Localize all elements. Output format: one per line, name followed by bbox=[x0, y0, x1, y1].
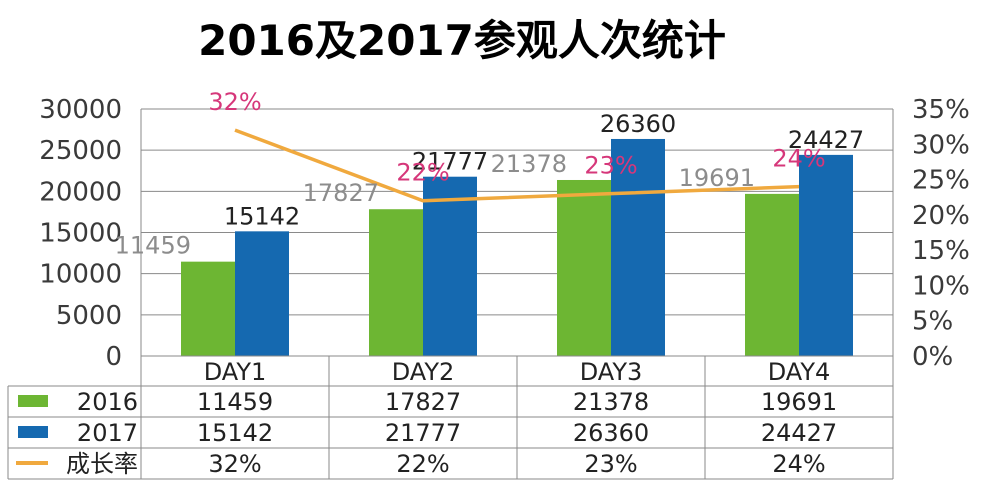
data-label-2017: 21777 bbox=[412, 148, 488, 176]
bar-2017-day4 bbox=[799, 154, 853, 356]
right-tick-label: 15% bbox=[912, 236, 970, 266]
left-tick-label: 30000 bbox=[39, 95, 122, 125]
legend-swatch-2017 bbox=[18, 426, 48, 438]
category-label-day4: DAY4 bbox=[768, 358, 831, 386]
right-tick-label: 35% bbox=[912, 95, 970, 125]
right-tick-label: 10% bbox=[912, 271, 970, 301]
data-table: DAY1 DAY2 DAY3 DAY4 2016 11459 17827 21378 19691… bbox=[7, 355, 894, 480]
right-axis-ticks: 0% 5% 10% 15% 20% 25% 30% 35% bbox=[912, 95, 970, 372]
legend-label-2017: 2017 bbox=[77, 419, 138, 447]
category-label-day2: DAY2 bbox=[392, 358, 455, 386]
bar-2017-day1 bbox=[235, 231, 289, 356]
right-tick-label: 5% bbox=[912, 307, 953, 337]
data-label-growth-rate: 24% bbox=[772, 145, 825, 173]
data-label-growth-rate: 32% bbox=[208, 88, 261, 116]
bar-2016-day1 bbox=[181, 261, 235, 356]
legend-swatch-2016 bbox=[18, 395, 48, 407]
legend-label-2016: 2016 bbox=[77, 388, 138, 416]
left-tick-label: 10000 bbox=[39, 260, 122, 290]
right-tick-label: 20% bbox=[912, 201, 970, 231]
table-cell: 11459 bbox=[197, 388, 273, 416]
table-cell: 19691 bbox=[761, 388, 837, 416]
data-label-2017: 24427 bbox=[788, 126, 864, 154]
chart-title: 2016及2017参观人次统计 bbox=[198, 16, 726, 65]
growth-line-group bbox=[234, 128, 800, 203]
data-label-2016: 17827 bbox=[303, 179, 379, 207]
table-cell: 24427 bbox=[761, 419, 837, 447]
category-label-day3: DAY3 bbox=[580, 358, 643, 386]
right-tick-label: 0% bbox=[912, 342, 953, 372]
bar-2016-day4 bbox=[745, 193, 799, 356]
data-label-2016: 21378 bbox=[491, 150, 567, 178]
bar-2016-day2 bbox=[369, 209, 423, 356]
bar-2017-day3 bbox=[611, 138, 665, 356]
table-cell: 23% bbox=[584, 450, 637, 478]
data-label-2017: 15142 bbox=[224, 202, 300, 230]
table-cell: 22% bbox=[396, 450, 449, 478]
legend-label-growth-rate: 成长率 bbox=[66, 450, 138, 478]
table-cell: 21777 bbox=[385, 419, 461, 447]
bar-2017-day2 bbox=[423, 176, 477, 356]
left-tick-label: 15000 bbox=[39, 219, 122, 249]
table-cell: 17827 bbox=[385, 388, 461, 416]
table-cell: 21378 bbox=[573, 388, 649, 416]
table-cell: 32% bbox=[208, 450, 261, 478]
data-label-growth-rate: 23% bbox=[584, 152, 637, 180]
right-tick-label: 25% bbox=[912, 166, 970, 196]
left-tick-label: 25000 bbox=[39, 136, 122, 166]
data-label-2017: 26360 bbox=[600, 110, 676, 138]
data-label-2016: 11459 bbox=[115, 232, 191, 260]
table-cell: 15142 bbox=[197, 419, 273, 447]
table-cell: 24% bbox=[772, 450, 825, 478]
data-label-2016: 19691 bbox=[679, 164, 755, 192]
bars-group bbox=[181, 138, 853, 356]
bar-2016-day3 bbox=[557, 179, 611, 356]
table-cell: 26360 bbox=[573, 419, 649, 447]
right-tick-label: 30% bbox=[912, 130, 970, 160]
left-axis-ticks: 0 5000 10000 15000 20000 25000 30000 bbox=[39, 95, 122, 372]
data-label-growth-rate: 22% bbox=[396, 159, 449, 187]
growth-rate-line bbox=[234, 128, 800, 203]
left-tick-label: 5000 bbox=[56, 301, 122, 331]
category-label-day1: DAY1 bbox=[204, 358, 267, 386]
left-tick-label: 0 bbox=[105, 342, 122, 372]
left-tick-label: 20000 bbox=[39, 177, 122, 207]
